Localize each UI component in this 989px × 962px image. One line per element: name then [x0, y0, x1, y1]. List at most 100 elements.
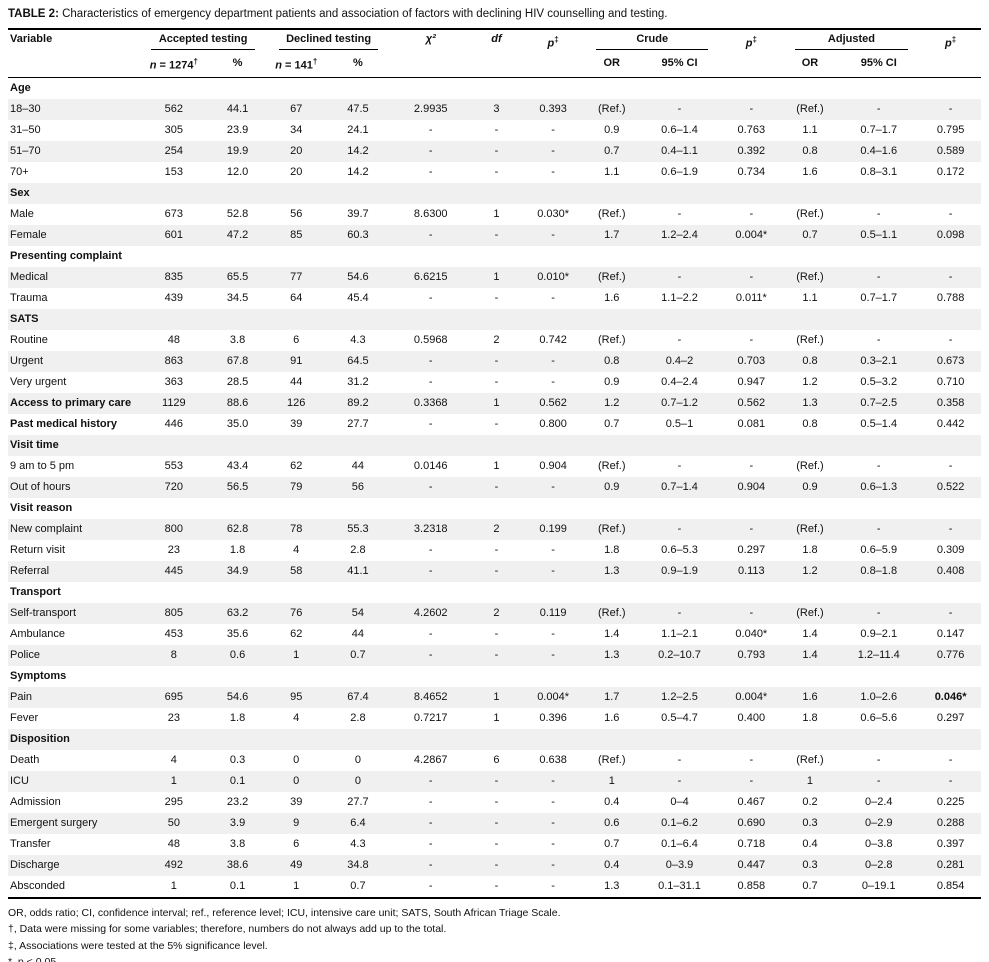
- cell: 64: [290, 291, 303, 304]
- cell: -: [428, 291, 433, 304]
- cell: 1.8: [229, 543, 246, 556]
- cell: -: [677, 753, 682, 766]
- cell: 62.8: [226, 522, 249, 535]
- cell: 1.8: [802, 543, 818, 556]
- cell: 4.2867: [413, 753, 448, 766]
- cell: 0–4: [670, 795, 689, 808]
- cell: 0.4: [802, 837, 818, 850]
- cell: -: [428, 648, 433, 661]
- cell: -: [494, 564, 499, 577]
- cell: 27.7: [347, 417, 369, 430]
- cell: 0: [293, 753, 300, 766]
- cell: 0.147: [936, 627, 965, 640]
- cell: 305: [164, 123, 184, 136]
- cell: (Ref.): [796, 207, 824, 220]
- row-label: Pain: [10, 690, 33, 703]
- row-label: Fever: [10, 711, 39, 724]
- table-row: Discharge 492 38.6 49 34.8 - - - 0.4 0–3.9 0.447 0.…: [8, 854, 981, 876]
- cell: -: [749, 774, 754, 787]
- cell: -: [428, 417, 433, 430]
- cell: 295: [164, 795, 184, 808]
- cell: -: [428, 543, 433, 556]
- cell: -: [677, 102, 682, 115]
- cell: 446: [164, 417, 184, 430]
- cell: 0.6: [229, 648, 246, 661]
- cell: 0.7: [604, 837, 620, 850]
- cell: 35.6: [226, 627, 249, 640]
- cell: -: [948, 333, 953, 346]
- cell: 38.6: [226, 858, 249, 871]
- cell: 673: [164, 207, 184, 220]
- row-label: Routine: [10, 333, 48, 346]
- cell: 0.6–5.3: [661, 543, 698, 556]
- cell: 0.393: [539, 102, 567, 115]
- cell: -: [677, 459, 682, 472]
- cell: 20: [290, 165, 303, 178]
- cell: -: [677, 270, 682, 283]
- col-header-or-adjusted: OR: [801, 57, 819, 70]
- cell: 153: [164, 165, 184, 178]
- cell: -: [749, 606, 754, 619]
- row-label: Medical: [10, 270, 48, 283]
- cell: 8.6300: [413, 207, 448, 220]
- cell: 54: [351, 606, 365, 619]
- cell: 0.8: [604, 354, 620, 367]
- col-header-accepted-testing: Accepted testing: [139, 29, 266, 53]
- cell: -: [551, 858, 555, 871]
- cell: -: [551, 837, 555, 850]
- cell: -: [948, 522, 953, 535]
- cell: 453: [164, 627, 184, 640]
- cell: 0.9: [604, 480, 620, 493]
- cell: 1.7: [604, 690, 620, 703]
- row-label: Female: [10, 228, 47, 241]
- cell: 56.5: [226, 480, 249, 493]
- cell: 58: [290, 564, 303, 577]
- cell: 1.4: [604, 627, 620, 640]
- cell: 835: [164, 270, 184, 283]
- cell: 0.7–2.5: [860, 396, 898, 409]
- table-row: Pain 695 54.6 95 67.4 8.4652 1 0.004* 1.7 1.2–2.5…: [8, 686, 981, 708]
- cell: 0.8: [802, 144, 818, 157]
- cell: 95: [290, 690, 303, 703]
- cell: 562: [164, 102, 184, 115]
- cell: 19.9: [226, 144, 249, 157]
- table-row: Male 673 52.8 56 39.7 8.6300 1 0.030* (Ref.) - - (R…: [8, 204, 981, 225]
- cell: 492: [164, 858, 184, 871]
- cell: 0.3: [802, 858, 818, 871]
- cell: 1: [293, 648, 300, 661]
- cell: 0.3–2.1: [860, 354, 898, 367]
- cell: -: [428, 837, 433, 850]
- cell: 0.4–2: [665, 354, 694, 367]
- row-label: 51–70: [10, 144, 41, 157]
- cell: 0.7: [350, 648, 366, 661]
- cell: (Ref.): [796, 102, 824, 115]
- row-label: Absconded: [10, 879, 66, 892]
- cell: -: [428, 354, 433, 367]
- cell: 0.5–1.4: [860, 417, 898, 430]
- cell: (Ref.): [796, 522, 824, 535]
- table-row: 70+ 153 12.0 20 14.2 - - - 1.1 0.6–1.9 0.734 1.6 0.8…: [8, 162, 981, 183]
- cell: 63.2: [226, 606, 249, 619]
- table-title: TABLE 2: Characteristics of emergency de…: [8, 7, 981, 22]
- col-header-df: df: [491, 33, 502, 45]
- cell: -: [876, 270, 881, 283]
- cell: 4: [170, 753, 177, 766]
- row-label: Access to primary care: [10, 396, 132, 409]
- cell: -: [749, 522, 754, 535]
- col-header-p-chi: p‡: [547, 35, 559, 50]
- row-label: 70+: [10, 165, 29, 178]
- cell: -: [494, 375, 499, 388]
- cell: 62: [290, 459, 303, 472]
- cell: 553: [164, 459, 184, 472]
- col-header-crude: Crude: [584, 29, 720, 53]
- cell: 0.562: [737, 396, 766, 409]
- cell: -: [494, 144, 499, 157]
- cell: 1: [493, 459, 500, 472]
- cell: 67: [290, 102, 303, 115]
- section-row: Visit reason: [8, 498, 981, 519]
- col-header-pct-accepted: %: [232, 57, 243, 70]
- section-label: Presenting complaint: [10, 249, 122, 262]
- cell: 0.776: [936, 648, 965, 661]
- cell: 6.6215: [413, 270, 448, 283]
- cell: 64.5: [347, 354, 369, 367]
